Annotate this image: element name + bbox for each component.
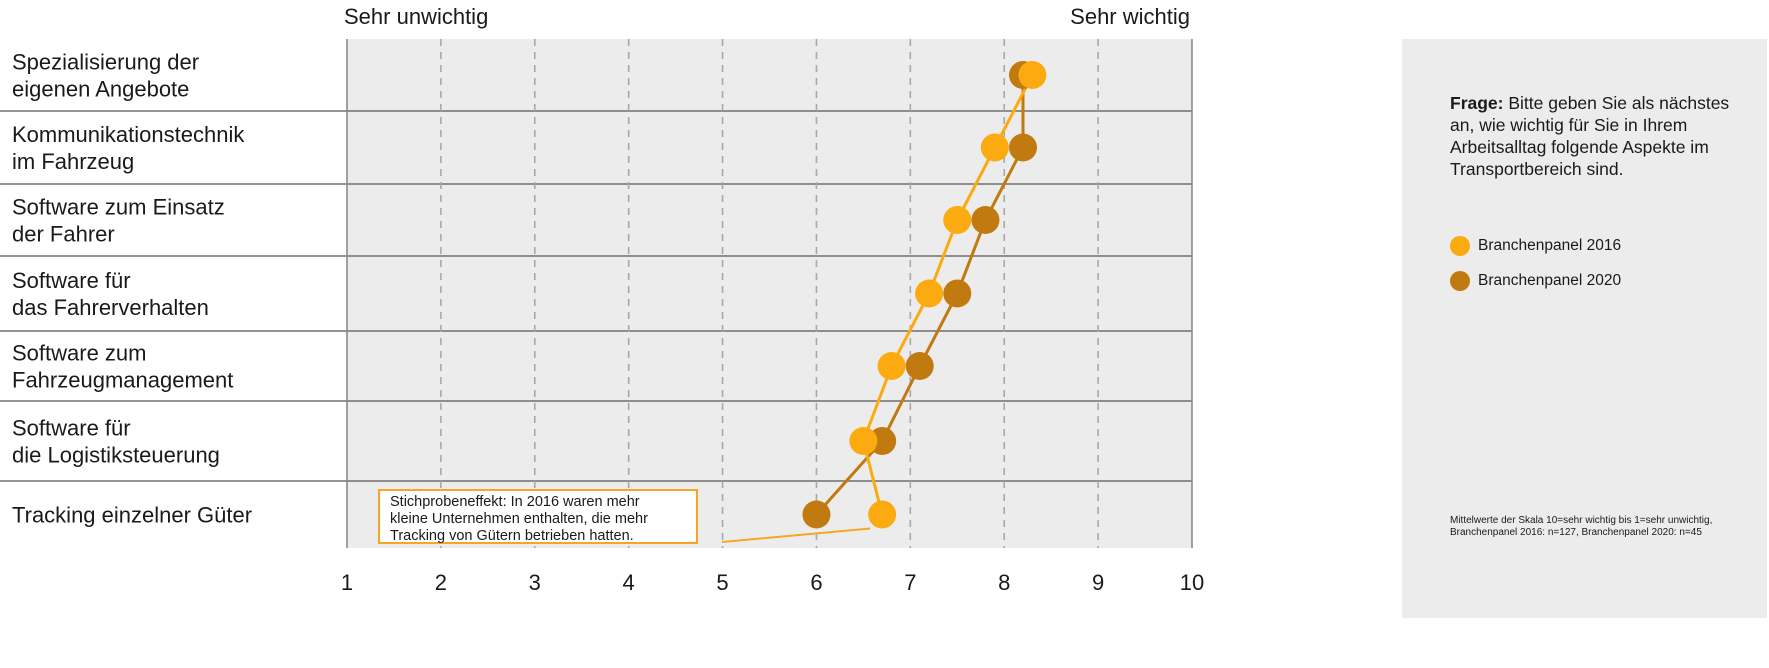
data-point [868,500,897,529]
scale-min-label: Sehr unwichtig [344,4,488,29]
category-label: Software zum [12,341,147,366]
data-point [1009,133,1037,162]
question-text: Frage: Bitte geben Sie als nächstes an, … [1450,92,1755,180]
data-point [943,206,972,234]
data-point [980,133,1009,162]
side-panel: Frage: Bitte geben Sie als nächstes an, … [1402,39,1767,618]
legend-dot-2020-icon [1450,271,1470,291]
scale-max-label: Sehr wichtig [1070,4,1190,29]
footnote: Mittelwerte der Skala 10=sehr wichtig bi… [1450,515,1713,538]
category-label: das Fahrerverhalten [12,295,209,320]
data-point [971,206,1000,234]
data-point [915,279,944,308]
x-tick-label: 5 [716,570,728,595]
category-label: Software zum Einsatz [12,195,225,220]
x-tick-label: 1 [341,570,353,595]
legend-dot-2016-icon [1450,236,1470,256]
legend-label-2016: Branchenpanel 2016 [1478,237,1622,254]
legend-label-2020: Branchenpanel 2020 [1478,272,1622,289]
category-label: Spezialisierung der [12,50,199,75]
category-label: im Fahrzeug [12,149,134,174]
category-label: Software für [12,416,131,441]
x-tick-label: 8 [998,570,1010,595]
annotation-line: kleine Unternehmen enthalten, die mehr [390,511,648,527]
x-tick-label: 3 [529,570,541,595]
annotation-connector [721,527,871,543]
data-point [877,352,906,380]
x-tick-label: 7 [904,570,916,595]
x-tick-label: 10 [1180,570,1204,595]
question-body: Bitte geben Sie als nächstes an, wie wic… [1450,93,1730,179]
data-point [849,427,878,455]
category-label: der Fahrer [12,222,115,247]
data-point [802,500,831,529]
category-label: Software für [12,268,131,293]
x-tick-label: 2 [435,570,447,595]
annotation-line: Stichprobeneffekt: In 2016 waren mehr [390,494,640,510]
plot-area [347,39,1192,548]
category-label: Tracking einzelner Güter [12,503,252,528]
annotation-box: Stichprobeneffekt: In 2016 waren mehr kl… [378,489,698,544]
data-point [905,352,934,380]
x-tick-label: 9 [1092,570,1104,595]
category-label: Kommunikationstechnik [12,122,245,147]
data-point [943,279,972,308]
category-label: die Logistiksteuerung [12,443,220,468]
annotation-line: Tracking von Gütern betrieben hatten. [390,528,634,544]
question-label: Frage: [1450,93,1504,113]
data-point [1018,61,1047,89]
category-label: Fahrzeugmanagement [12,368,233,393]
x-tick-label: 6 [810,570,822,595]
legend-item-2020: Branchenpanel 2020 [1450,271,1621,291]
x-tick-label: 4 [623,570,635,595]
category-label: eigenen Angebote [12,77,189,102]
legend-item-2016: Branchenpanel 2016 [1450,236,1621,256]
